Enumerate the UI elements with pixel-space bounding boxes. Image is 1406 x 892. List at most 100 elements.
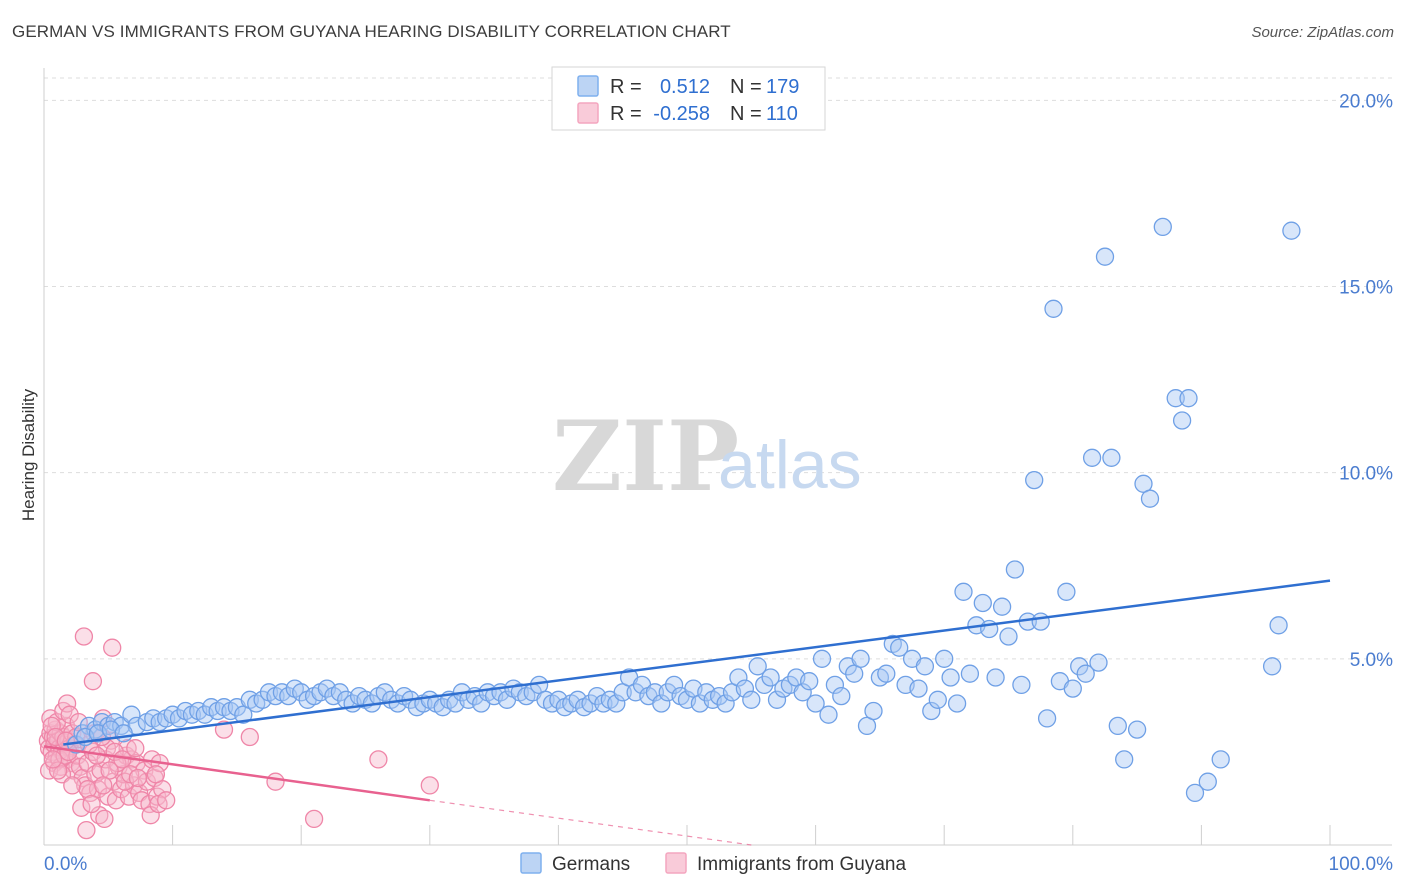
guyana-point [63,776,82,795]
y-tick-label-1: 10.0% [1339,464,1393,485]
series-legend: Germans Immigrants from Guyana [520,852,906,875]
germans-point [999,627,1018,646]
legend-swatch-germans [577,75,599,97]
legend-n-value-germans: 179 [766,76,799,98]
germans-point [664,675,684,695]
guyana-point [83,672,103,691]
germans-point [915,657,935,676]
germans-point [1063,679,1082,698]
germans-point [1089,653,1108,672]
bottom-legend-label-guyana: Immigrants from Guyana [697,854,906,875]
germans-point [1211,750,1230,769]
guyana-point [126,739,145,758]
germans-point [1012,675,1031,695]
germans-point [767,690,787,709]
germans-point [729,668,748,687]
germans-point [1031,612,1050,631]
germans-point [1185,783,1205,803]
guyana-point [43,750,63,769]
y-tick-label-3: 20.0% [1339,91,1393,112]
guyana-point [128,768,148,788]
legend-n-label-guyana: N = [730,103,762,125]
germans-point [954,582,973,601]
germans-point [1070,657,1089,676]
germans-point [973,593,992,613]
germans-point [114,724,133,743]
germans-point [1082,448,1102,467]
watermark-atlas: atlas [718,427,862,503]
guyana-point [94,776,113,795]
germans-point [1140,489,1160,508]
guyana-trend-extension [429,799,752,846]
guyana-point [146,765,166,784]
guyana-point [103,638,122,657]
germans-point [1044,299,1063,318]
guyana-point [369,750,388,769]
germans-point [761,668,780,687]
guyana-point [420,776,439,795]
axes [43,68,1392,846]
germans-point [806,694,825,713]
legend-swatch-guyana [577,102,599,124]
legend-r-value-guyana: -0.258 [653,103,710,125]
germans-point [581,694,600,713]
guyana-point [157,791,176,810]
x-tick-label-max: 100.0% [1329,854,1394,875]
guyana-point [42,716,61,736]
germans-point [1115,750,1134,769]
germans-trend-line [63,579,1331,746]
germans-point [1282,221,1301,240]
germans-point [1108,716,1127,736]
germans-point [330,683,349,702]
tick-labels: 5.0% 10.0% 15.0% 20.0% 0.0% 100.0% [44,91,1393,875]
germans-point [1172,411,1192,430]
chart-title: GERMAN VS IMMIGRANTS FROM GUYANA HEARING… [12,22,731,41]
germans-point [832,686,851,706]
watermark: ZIP atlas [552,400,862,513]
guyana-point [82,794,101,814]
germans-points [67,217,1301,803]
germans-point [122,705,141,724]
y-tick-label-2: 15.0% [1339,278,1393,299]
legend-r-value-germans: 0.512 [660,76,710,98]
guyana-point [77,820,96,840]
guyana-point [266,772,285,791]
germans-point [1102,448,1121,467]
germans-point [825,675,845,695]
bottom-legend-swatch-germans [520,852,542,874]
germans-point [941,668,960,687]
germans-point [1153,217,1172,237]
germans-point [735,679,755,698]
germans-point [935,649,954,668]
legend-n-label-germans: N = [730,76,762,98]
germans-point [375,683,394,702]
y-axis-title: Hearing Disability [19,388,38,521]
germans-point [1025,470,1044,490]
germans-point [1269,616,1288,635]
germans-point [864,701,883,721]
germans-point [748,657,767,676]
germans-point [607,694,626,713]
germans-point [1127,720,1147,739]
grid-lines [44,77,1392,660]
germans-point [1076,664,1095,683]
germans-point [819,705,838,724]
germans-point [947,694,967,713]
germans-point [928,690,947,709]
germans-point [742,690,761,709]
trend-lines [43,579,1331,846]
legend-r-label-guyana: R = [610,103,642,125]
guyana-point [304,809,324,829]
x-tick-label-min: 0.0% [44,854,87,875]
germans-point [755,675,774,695]
y-tick-label-0: 5.0% [1350,650,1393,671]
germans-point [1037,709,1057,728]
germans-point [992,597,1012,616]
guyana-point [46,727,65,747]
germans-point [800,672,819,691]
guyana-trend-line [43,745,430,802]
germans-point [877,664,896,683]
legend-n-value-guyana: 110 [766,103,798,125]
germans-point [922,701,941,721]
